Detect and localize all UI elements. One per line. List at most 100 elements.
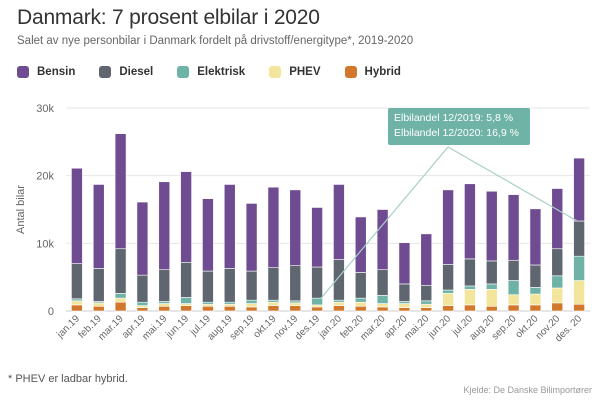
bar-segment-hybrid (223, 305, 236, 312)
bar-segment-hybrid (245, 306, 258, 312)
bar-segment-hybrid (180, 305, 192, 312)
bar-segment-hybrid (136, 307, 149, 312)
bar-segment-phev (442, 293, 454, 306)
bar-segment-elektrisk (180, 297, 192, 304)
bar-segment-bensin (289, 189, 302, 266)
bar-segment-bensin (485, 190, 498, 262)
bar-segment-bensin (354, 216, 367, 273)
x-tick-label: jun.19 (163, 313, 191, 341)
bar-segment-elektrisk (223, 301, 236, 305)
bar-segment-diesel (551, 248, 564, 277)
y-axis-label: Antal bilar (15, 185, 27, 234)
x-tick-label: sep.19 (228, 313, 257, 342)
bar-segment-bensin (180, 171, 192, 263)
bar-segment-hybrid (289, 305, 302, 312)
bar-segment-elektrisk (267, 299, 280, 303)
legend-item-diesel[interactable]: Diesel (99, 66, 153, 78)
bar-segment-phev (92, 302, 105, 307)
legend-item-bensin[interactable]: Bensin (17, 66, 75, 78)
bar-segment-elektrisk (354, 297, 367, 303)
bar-segment-diesel (136, 274, 149, 303)
bar-segment-phev (136, 305, 149, 308)
chart-subtitle: Salet av nye personbilar i Danmark forde… (17, 35, 414, 47)
bar-segment-bensin (398, 242, 411, 285)
bar-segment-phev (245, 303, 258, 308)
bar-segment-phev (464, 289, 476, 306)
legend-label: Hybrid (364, 66, 401, 78)
x-tick-label: mai.20 (402, 313, 431, 342)
bar-segment-phev (158, 303, 171, 307)
bar-segment-bensin (573, 157, 585, 222)
bar-segment-elektrisk (376, 295, 389, 304)
bar-segment-elektrisk (71, 298, 83, 302)
bar-segment-diesel (202, 270, 214, 303)
bar-segment-elektrisk (507, 280, 520, 296)
bar-segment-hybrid (464, 304, 476, 312)
bar-segment-bensin (333, 184, 345, 260)
bar-segment-elektrisk (136, 301, 149, 306)
bar-segment-bensin (245, 203, 258, 272)
bar-segment-elektrisk (202, 301, 214, 305)
bar-segment-diesel (71, 263, 83, 300)
bar-segment-elektrisk (485, 283, 498, 290)
legend-item-hybrid[interactable]: Hybrid (344, 66, 401, 78)
bar-segment-diesel (223, 268, 236, 303)
bar-segment-bensin (551, 188, 564, 250)
bar-segment-elektrisk (529, 287, 542, 295)
legend-swatch-hybrid (344, 66, 357, 78)
bar-segment-phev (551, 287, 564, 304)
bar-segment-bensin (442, 189, 454, 265)
bar-segment-hybrid (92, 305, 105, 312)
bar-segment-phev (376, 303, 389, 308)
bar-segment-elektrisk (420, 300, 433, 305)
bar-segment-hybrid (71, 304, 83, 312)
bar-segment-phev (420, 303, 433, 308)
bar-segment-diesel (311, 266, 323, 299)
legend-label: Bensin (37, 66, 76, 78)
bar-segment-phev (71, 300, 83, 306)
bar-segment-diesel (267, 267, 280, 301)
bar-segment-phev (223, 303, 236, 307)
bar-segment-bensin (223, 184, 236, 269)
bar-segment-bensin (92, 184, 105, 269)
legend-item-elektrisk[interactable]: Elektrisk (177, 66, 245, 78)
x-tick-label: jan.20 (316, 313, 344, 341)
bar-segment-hybrid (114, 301, 127, 312)
legend-swatch-bensin (17, 66, 29, 78)
bar-segment-phev (398, 303, 411, 308)
bar-segment-elektrisk (333, 299, 345, 303)
bar-segment-bensin (158, 181, 171, 271)
bar-segment-elektrisk (398, 301, 411, 304)
x-tick-label: des.19 (293, 313, 322, 342)
bar-segment-hybrid (354, 305, 367, 312)
bar-segment-diesel (114, 248, 127, 294)
bar-segment-hybrid (420, 307, 433, 312)
bar-segment-phev (529, 293, 542, 306)
legend-swatch-elektrisk (177, 66, 190, 78)
bar-segment-bensin (311, 207, 323, 268)
source-credit: Kjelde: De Danske Bilimportører (463, 385, 592, 395)
bar-segment-diesel (180, 261, 192, 298)
bar-segment-diesel (398, 283, 411, 302)
bar-segment-hybrid (333, 305, 345, 312)
annotation-callout: Elbilandel 12/2019: 5,8 % Elbilandel 12/… (388, 108, 530, 145)
bar-segment-elektrisk (289, 300, 302, 304)
bar-segment-phev (354, 301, 367, 307)
bar-segment-hybrid (573, 303, 585, 312)
bar-segment-elektrisk (158, 301, 171, 304)
bar-segment-diesel (245, 270, 258, 301)
y-tick-label: 10k (36, 238, 54, 250)
bar-segment-bensin (136, 201, 149, 276)
annotation-connector-2020 (447, 146, 578, 222)
bar-segment-phev (267, 301, 280, 306)
y-tick-label: 20k (36, 171, 54, 183)
footnote: * PHEV er ladbar hybrid. (8, 373, 128, 385)
y-tick-label: 30k (36, 103, 54, 115)
bar-segment-hybrid (398, 307, 411, 312)
x-tick-label: mar.20 (358, 313, 388, 343)
bar-segment-diesel (333, 259, 345, 301)
bar-segment-bensin (71, 167, 83, 264)
legend-item-phev[interactable]: PHEV (269, 66, 321, 78)
bar-segment-hybrid (442, 305, 454, 312)
